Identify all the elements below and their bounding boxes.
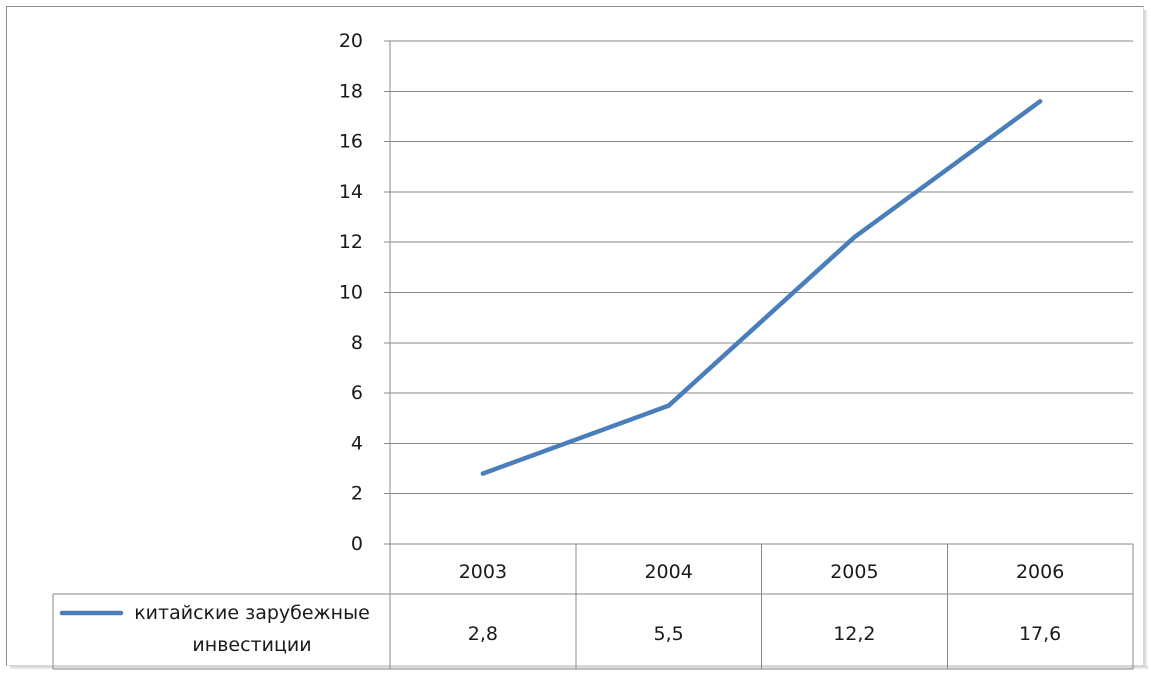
series-layer — [480, 99, 1043, 476]
category-label-2004: 2004 — [644, 561, 692, 583]
value-cell-2003: 2,8 — [468, 623, 498, 645]
y-tick-label-14: 14 — [339, 181, 363, 203]
data-point-2005 — [852, 235, 857, 240]
y-tick-label-2: 2 — [351, 483, 363, 505]
frame-shadow-bottom — [10, 666, 1148, 670]
value-cell-2006: 17,6 — [1019, 623, 1061, 645]
data-point-2004 — [666, 403, 671, 408]
series-line — [480, 99, 1043, 476]
data-point-2006 — [1038, 99, 1043, 104]
value-cell-2005: 12,2 — [833, 623, 875, 645]
y-tick-label-12: 12 — [339, 231, 363, 253]
value-cell-2004: 5,5 — [654, 623, 684, 645]
y-tick-label-20: 20 — [339, 30, 363, 52]
y-tick-label-8: 8 — [351, 332, 363, 354]
data-table: 2003 2,8 2004 5,5 2005 12,2 2006 17,6 китайские … — [52, 41, 1134, 670]
y-tick-label-18: 18 — [339, 80, 363, 102]
y-tick-label-4: 4 — [351, 432, 363, 454]
legend-label-line-2: инвестиции — [192, 634, 311, 656]
y-tick-label-0: 0 — [351, 533, 363, 555]
y-axis-ticks: 0 2 4 6 8 10 12 14 16 18 20 — [339, 30, 363, 555]
y-tick-label-10: 10 — [339, 282, 363, 304]
frame-shadow-right — [1144, 10, 1148, 670]
category-label-2006: 2006 — [1016, 561, 1064, 583]
data-point-2003 — [480, 471, 485, 476]
gridlines — [384, 40, 1133, 545]
legend-label-line-1: китайские зарубежные — [134, 602, 370, 624]
chart-frame — [6, 6, 1144, 666]
y-tick-label-16: 16 — [339, 131, 363, 153]
category-label-2003: 2003 — [459, 561, 507, 583]
y-tick-label-6: 6 — [351, 382, 363, 404]
category-label-2005: 2005 — [830, 561, 878, 583]
